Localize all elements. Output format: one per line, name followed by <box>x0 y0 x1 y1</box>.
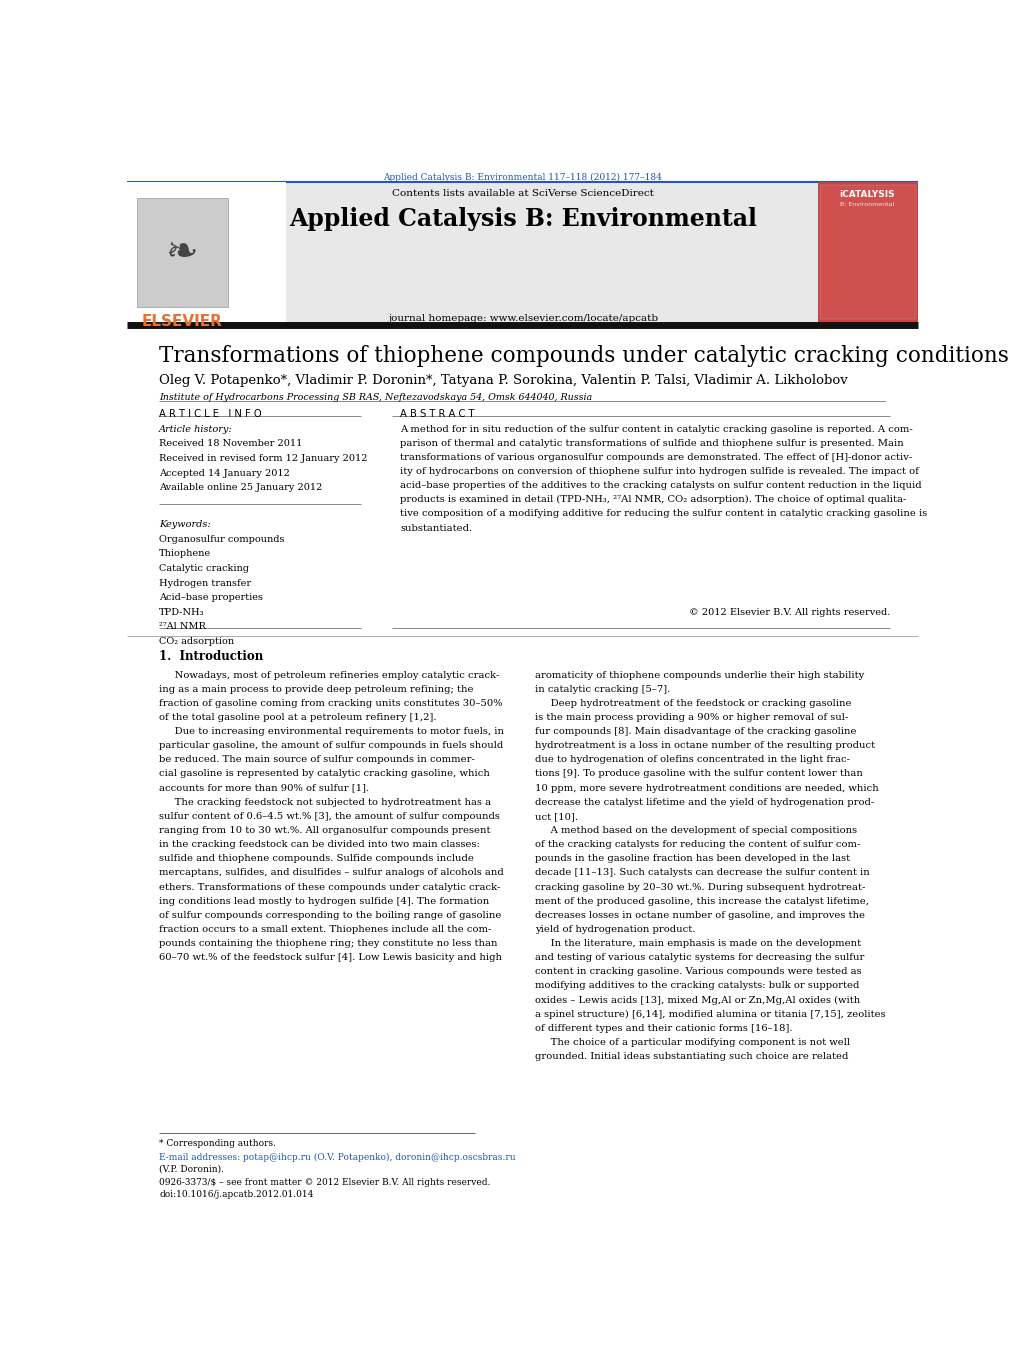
Text: of different types and their cationic forms [16–18].: of different types and their cationic fo… <box>534 1023 792 1033</box>
Text: sulfur content of 0.6–4.5 wt.% [3], the amount of sulfur compounds: sulfur content of 0.6–4.5 wt.% [3], the … <box>159 811 499 821</box>
Text: aromaticity of thiophene compounds underlie their high stability: aromaticity of thiophene compounds under… <box>534 670 863 680</box>
Text: 10 ppm, more severe hydrotreatment conditions are needed, which: 10 ppm, more severe hydrotreatment condi… <box>534 784 877 792</box>
Text: in the cracking feedstock can be divided into two main classes:: in the cracking feedstock can be divided… <box>159 840 480 849</box>
Bar <box>127 182 917 322</box>
Text: ranging from 10 to 30 wt.%. All organosulfur compounds present: ranging from 10 to 30 wt.%. All organosu… <box>159 826 490 834</box>
Text: ❧: ❧ <box>165 234 198 272</box>
Text: ethers. Transformations of these compounds under catalytic crack-: ethers. Transformations of these compoun… <box>159 882 500 892</box>
Text: In the literature, main emphasis is made on the development: In the literature, main emphasis is made… <box>534 939 860 949</box>
Text: iCATALYSIS: iCATALYSIS <box>839 190 895 200</box>
Text: sulfide and thiophene compounds. Sulfide compounds include: sulfide and thiophene compounds. Sulfide… <box>159 855 474 863</box>
Text: 60–70 wt.% of the feedstock sulfur [4]. Low Lewis basicity and high: 60–70 wt.% of the feedstock sulfur [4]. … <box>159 953 501 962</box>
Text: cial gasoline is represented by catalytic cracking gasoline, which: cial gasoline is represented by catalyti… <box>159 769 489 779</box>
Text: The choice of a particular modifying component is not well: The choice of a particular modifying com… <box>534 1038 849 1046</box>
Text: Deep hydrotreatment of the feedstock or cracking gasoline: Deep hydrotreatment of the feedstock or … <box>534 699 850 708</box>
Text: parison of thermal and catalytic transformations of sulfide and thiophene sulfur: parison of thermal and catalytic transfo… <box>399 439 903 448</box>
Text: CO₂ adsorption: CO₂ adsorption <box>159 637 234 646</box>
Text: decade [11–13]. Such catalysts can decrease the sulfur content in: decade [11–13]. Such catalysts can decre… <box>534 868 868 878</box>
Text: Nowadays, most of petroleum refineries employ catalytic crack-: Nowadays, most of petroleum refineries e… <box>159 670 499 680</box>
Text: Contents lists available at SciVerse ScienceDirect: Contents lists available at SciVerse Sci… <box>391 189 653 198</box>
Text: ment of the produced gasoline, this increase the catalyst lifetime,: ment of the produced gasoline, this incr… <box>534 897 868 905</box>
Bar <box>137 197 227 307</box>
Text: journal homepage: www.elsevier.com/locate/apcatb: journal homepage: www.elsevier.com/locat… <box>387 314 657 323</box>
Text: Applied Catalysis B: Environmental: Applied Catalysis B: Environmental <box>288 207 756 231</box>
Bar <box>127 182 285 322</box>
Text: due to hydrogenation of olefins concentrated in the light frac-: due to hydrogenation of olefins concentr… <box>534 756 849 764</box>
Text: grounded. Initial ideas substantiating such choice are related: grounded. Initial ideas substantiating s… <box>534 1052 847 1061</box>
Text: pounds containing the thiophene ring; they constitute no less than: pounds containing the thiophene ring; th… <box>159 939 497 949</box>
Text: is the main process providing a 90% or higher removal of sul-: is the main process providing a 90% or h… <box>534 713 847 722</box>
Text: Keywords:: Keywords: <box>159 520 211 529</box>
Text: uct [10].: uct [10]. <box>534 811 577 821</box>
Text: A R T I C L E   I N F O: A R T I C L E I N F O <box>159 409 262 419</box>
Text: 0926-3373/$ – see front matter © 2012 Elsevier B.V. All rights reserved.: 0926-3373/$ – see front matter © 2012 El… <box>159 1178 490 1188</box>
Text: fraction of gasoline coming from cracking units constitutes 30–50%: fraction of gasoline coming from crackin… <box>159 699 502 708</box>
Text: Hydrogen transfer: Hydrogen transfer <box>159 579 251 587</box>
Text: Organosulfur compounds: Organosulfur compounds <box>159 534 284 544</box>
Text: transformations of various organosulfur compounds are demonstrated. The effect o: transformations of various organosulfur … <box>399 453 912 462</box>
Text: yield of hydrogenation product.: yield of hydrogenation product. <box>534 925 694 934</box>
Text: ELSEVIER: ELSEVIER <box>142 314 222 329</box>
Text: Transformations of thiophene compounds under catalytic cracking conditions: Transformations of thiophene compounds u… <box>159 345 1008 367</box>
Text: ²⁷Al NMR: ²⁷Al NMR <box>159 622 206 632</box>
Text: accounts for more than 90% of sulfur [1].: accounts for more than 90% of sulfur [1]… <box>159 784 369 792</box>
Text: Received in revised form 12 January 2012: Received in revised form 12 January 2012 <box>159 454 367 463</box>
Text: tions [9]. To produce gasoline with the sulfur content lower than: tions [9]. To produce gasoline with the … <box>534 769 862 779</box>
Text: The cracking feedstock not subjected to hydrotreatment has a: The cracking feedstock not subjected to … <box>159 798 491 807</box>
Text: of the cracking catalysts for reducing the content of sulfur com-: of the cracking catalysts for reducing t… <box>534 840 859 849</box>
Text: content in cracking gasoline. Various compounds were tested as: content in cracking gasoline. Various co… <box>534 968 860 976</box>
Text: doi:10.1016/j.apcatb.2012.01.014: doi:10.1016/j.apcatb.2012.01.014 <box>159 1189 313 1199</box>
Text: Available online 25 January 2012: Available online 25 January 2012 <box>159 484 322 492</box>
Text: A B S T R A C T: A B S T R A C T <box>399 409 474 419</box>
Text: fur compounds [8]. Main disadvantage of the cracking gasoline: fur compounds [8]. Main disadvantage of … <box>534 727 855 737</box>
Text: © 2012 Elsevier B.V. All rights reserved.: © 2012 Elsevier B.V. All rights reserved… <box>688 607 890 617</box>
Text: tive composition of a modifying additive for reducing the sulfur content in cata: tive composition of a modifying additive… <box>399 510 926 518</box>
Text: substantiated.: substantiated. <box>399 523 472 533</box>
Text: 1.  Introduction: 1. Introduction <box>159 650 263 663</box>
Text: pounds in the gasoline fraction has been developed in the last: pounds in the gasoline fraction has been… <box>534 855 849 863</box>
Text: mercaptans, sulfides, and disulfides – sulfur analogs of alcohols and: mercaptans, sulfides, and disulfides – s… <box>159 868 503 878</box>
Text: of the total gasoline pool at a petroleum refinery [1,2].: of the total gasoline pool at a petroleu… <box>159 713 436 722</box>
Text: cracking gasoline by 20–30 wt.%. During subsequent hydrotreat-: cracking gasoline by 20–30 wt.%. During … <box>534 882 864 892</box>
Text: * Corresponding authors.: * Corresponding authors. <box>159 1139 276 1148</box>
Text: Acid–base properties: Acid–base properties <box>159 593 263 602</box>
Text: products is examined in detail (TPD-NH₃, ²⁷Al NMR, CO₂ adsorption). The choice o: products is examined in detail (TPD-NH₃,… <box>399 495 906 504</box>
Text: decrease the catalyst lifetime and the yield of hydrogenation prod-: decrease the catalyst lifetime and the y… <box>534 798 873 807</box>
Text: B: Environmental: B: Environmental <box>840 201 894 207</box>
Bar <box>819 185 915 319</box>
Text: Received 18 November 2011: Received 18 November 2011 <box>159 439 303 448</box>
Text: acid–base properties of the additives to the cracking catalysts on sulfur conten: acid–base properties of the additives to… <box>399 481 921 491</box>
Text: be reduced. The main source of sulfur compounds in commer-: be reduced. The main source of sulfur co… <box>159 756 475 764</box>
Text: E-mail addresses: potap@ihcp.ru (O.V. Potapenko), doronin@ihcp.oscsbras.ru: E-mail addresses: potap@ihcp.ru (O.V. Po… <box>159 1152 516 1162</box>
Text: of sulfur compounds corresponding to the boiling range of gasoline: of sulfur compounds corresponding to the… <box>159 911 501 920</box>
Text: (V.P. Doronin).: (V.P. Doronin). <box>159 1165 224 1174</box>
Text: A method based on the development of special compositions: A method based on the development of spe… <box>534 826 856 834</box>
Text: Institute of Hydrocarbons Processing SB RAS, Neftezavodskaya 54, Omsk 644040, Ru: Institute of Hydrocarbons Processing SB … <box>159 393 592 402</box>
Text: a spinel structure) [6,14], modified alumina or titania [7,15], zeolites: a spinel structure) [6,14], modified alu… <box>534 1010 884 1019</box>
Text: ing as a main process to provide deep petroleum refining; the: ing as a main process to provide deep pe… <box>159 685 473 693</box>
Text: Article history:: Article history: <box>159 424 232 434</box>
Text: A method for in situ reduction of the sulfur content in catalytic cracking gasol: A method for in situ reduction of the su… <box>399 424 912 434</box>
Text: Oleg V. Potapenko*, Vladimir P. Doronin*, Tatyana P. Sorokina, Valentin P. Talsi: Oleg V. Potapenko*, Vladimir P. Doronin*… <box>159 375 847 387</box>
Text: ity of hydrocarbons on conversion of thiophene sulfur into hydrogen sulfide is r: ity of hydrocarbons on conversion of thi… <box>399 467 918 476</box>
Text: TPD-NH₃: TPD-NH₃ <box>159 607 205 617</box>
Text: Thiophene: Thiophene <box>159 549 211 559</box>
Text: modifying additives to the cracking catalysts: bulk or supported: modifying additives to the cracking cata… <box>534 981 858 991</box>
Text: and testing of various catalytic systems for decreasing the sulfur: and testing of various catalytic systems… <box>534 953 863 962</box>
Text: particular gasoline, the amount of sulfur compounds in fuels should: particular gasoline, the amount of sulfu… <box>159 741 503 750</box>
Text: ing conditions lead mostly to hydrogen sulfide [4]. The formation: ing conditions lead mostly to hydrogen s… <box>159 897 489 905</box>
Text: fraction occurs to a small extent. Thiophenes include all the com-: fraction occurs to a small extent. Thiop… <box>159 925 491 934</box>
Text: hydrotreatment is a loss in octane number of the resulting product: hydrotreatment is a loss in octane numbe… <box>534 741 874 750</box>
Text: Accepted 14 January 2012: Accepted 14 January 2012 <box>159 469 289 477</box>
Text: Applied Catalysis B: Environmental 117–118 (2012) 177–184: Applied Catalysis B: Environmental 117–1… <box>383 173 661 182</box>
Text: oxides – Lewis acids [13], mixed Mg,Al or Zn,Mg,Al oxides (with: oxides – Lewis acids [13], mixed Mg,Al o… <box>534 996 859 1004</box>
Text: Catalytic cracking: Catalytic cracking <box>159 564 249 573</box>
Text: in catalytic cracking [5–7].: in catalytic cracking [5–7]. <box>534 685 669 693</box>
Text: decreases losses in octane number of gasoline, and improves the: decreases losses in octane number of gas… <box>534 911 864 920</box>
Bar <box>817 182 917 322</box>
Text: Due to increasing environmental requirements to motor fuels, in: Due to increasing environmental requirem… <box>159 727 503 737</box>
